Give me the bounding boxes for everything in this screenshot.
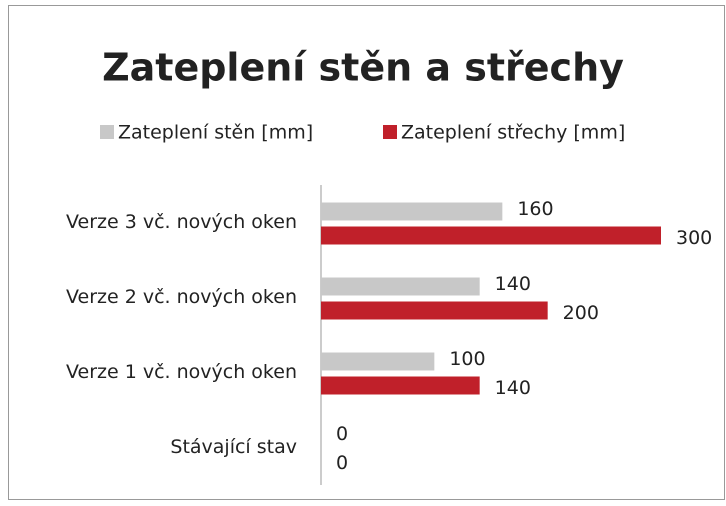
legend-label: Zateplení stěn [mm] [118,122,313,144]
bar [321,202,503,221]
value-label: 140 [495,273,531,295]
bar [321,376,480,395]
legend-swatch [383,125,397,139]
value-label: 160 [517,198,553,220]
legend-label: Zateplení střechy [mm] [401,122,625,144]
legend-swatch [100,125,114,139]
category-label: Verze 2 vč. nových oken [66,286,297,308]
bar [321,277,480,296]
chart-frame [8,5,725,500]
chart-title: Zateplení stěn a střechy [102,46,624,90]
category-label: Verze 1 vč. nových oken [66,361,297,383]
value-label: 300 [676,227,712,249]
category-label: Stávající stav [170,436,297,458]
bar [321,352,435,371]
value-label: 200 [563,302,599,324]
category-label: Verze 3 vč. nových oken [66,211,297,233]
bar [321,226,661,245]
value-label: 0 [336,423,348,445]
value-label: 100 [449,348,485,370]
value-label: 140 [495,377,531,399]
bar [321,301,548,320]
value-label: 0 [336,452,348,474]
